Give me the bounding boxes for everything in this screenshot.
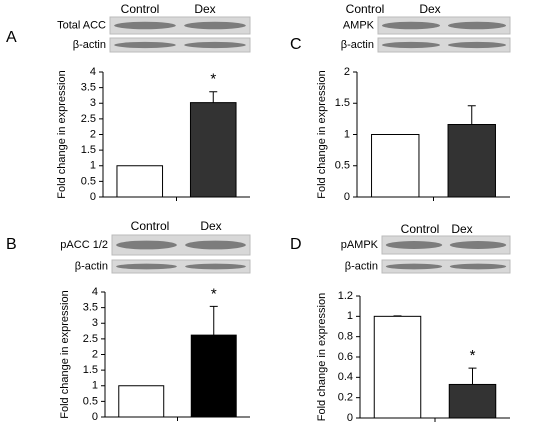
y-axis-label: Fold change in expression (56, 70, 68, 198)
blot-strip (381, 235, 511, 255)
y-tick-label: 0 (90, 191, 96, 203)
blot-strip (381, 259, 511, 274)
y-axis-label: Fold change in expression (316, 70, 328, 198)
y-tick-label: 0 (344, 191, 350, 203)
blot-label: pACC 1/2 (60, 239, 108, 251)
y-tick-label: 1 (344, 128, 350, 140)
y-tick-label: 0.2 (338, 392, 353, 404)
y-tick-label: 2.5 (83, 333, 98, 345)
blot-label: pAMPK (341, 239, 379, 251)
significance: * (211, 285, 217, 302)
bar (448, 383, 497, 419)
blot-band (116, 240, 177, 250)
bar (116, 165, 164, 198)
y-tick-label: 1 (90, 160, 96, 172)
y-tick-label: 0 (347, 412, 353, 424)
error-bar (393, 315, 402, 317)
blot-label: β-actin (73, 39, 106, 51)
blot-band (185, 240, 246, 250)
blot-band (381, 41, 441, 49)
lane-label: Dex (200, 219, 221, 233)
y-tick-label: 1 (92, 380, 98, 392)
blot-strip (111, 259, 251, 274)
bar (371, 134, 420, 198)
y-tick-label: 1.5 (335, 97, 350, 109)
y-tick-label: 2.5 (81, 113, 96, 125)
bar (373, 315, 422, 419)
y-tick-label: 0.5 (81, 175, 96, 187)
blot-strip (109, 37, 251, 53)
y-tick-label: 4 (92, 286, 98, 298)
y-tick-label: 0.4 (338, 371, 353, 383)
blot-band (381, 21, 441, 30)
error-bar (209, 305, 218, 336)
lane-label: Control (121, 2, 160, 16)
blot-band (385, 263, 443, 270)
lane-label: Dex (194, 2, 215, 16)
lane-label: Control (346, 2, 385, 16)
y-tick-label: 0.5 (335, 160, 350, 172)
blot-label: AMPK (343, 19, 375, 31)
y-tick-label: 0.5 (83, 395, 98, 407)
y-tick-label: 2 (92, 348, 98, 360)
blot-band (114, 41, 176, 49)
significance: * (470, 347, 476, 364)
blot-strip (377, 16, 511, 35)
panel-letter: A (6, 29, 17, 46)
panel-letter: B (6, 236, 17, 253)
y-tick-label: 2 (90, 128, 96, 140)
blot-strip (111, 234, 251, 256)
lane-label: Dex (451, 222, 472, 236)
blot-label: Total ACC (57, 19, 106, 31)
blot-label: β-actin (345, 260, 378, 272)
y-tick-label: 1.2 (338, 290, 353, 302)
y-tick-label: 0 (92, 411, 98, 423)
bar (189, 102, 237, 198)
y-tick-label: 3 (92, 317, 98, 329)
blot-band (184, 21, 246, 30)
blot-band (447, 21, 507, 30)
bar (447, 124, 496, 198)
blot-band (449, 241, 507, 249)
error-bar (468, 367, 477, 385)
y-tick-label: 0.8 (338, 331, 353, 343)
blot-band (449, 263, 507, 270)
y-tick-label: 0.6 (338, 351, 353, 363)
y-tick-label: 3.5 (81, 82, 96, 94)
blot-band (114, 21, 176, 30)
y-axis-label: Fold change in expression (316, 293, 328, 421)
blot-band (385, 241, 443, 249)
y-tick-label: 1.5 (81, 144, 96, 156)
blot-band (184, 41, 246, 49)
bar (118, 385, 165, 418)
blot-band (116, 263, 177, 270)
blot-strip (377, 37, 511, 53)
lane-label: Control (401, 222, 440, 236)
y-tick-label: 3 (90, 97, 96, 109)
y-tick-label: 1 (347, 310, 353, 322)
y-tick-label: 3.5 (83, 302, 98, 314)
blot-band (447, 41, 507, 49)
y-tick-label: 1.5 (83, 364, 98, 376)
blot-label: β-actin (75, 260, 108, 272)
panel-letter: C (290, 36, 302, 53)
blot-strip (109, 16, 251, 35)
lane-label: Control (131, 219, 170, 233)
lane-label: Dex (419, 2, 440, 16)
significance: * (210, 71, 216, 88)
panel-letter: D (290, 236, 302, 253)
error-bar (209, 91, 218, 103)
blot-band (185, 263, 246, 270)
blot-label: β-actin (341, 39, 374, 51)
y-axis-label: Fold change in expression (59, 290, 71, 418)
bar (190, 334, 237, 418)
y-tick-label: 2 (344, 66, 350, 78)
error-bar (467, 105, 476, 125)
y-tick-label: 4 (90, 66, 96, 78)
